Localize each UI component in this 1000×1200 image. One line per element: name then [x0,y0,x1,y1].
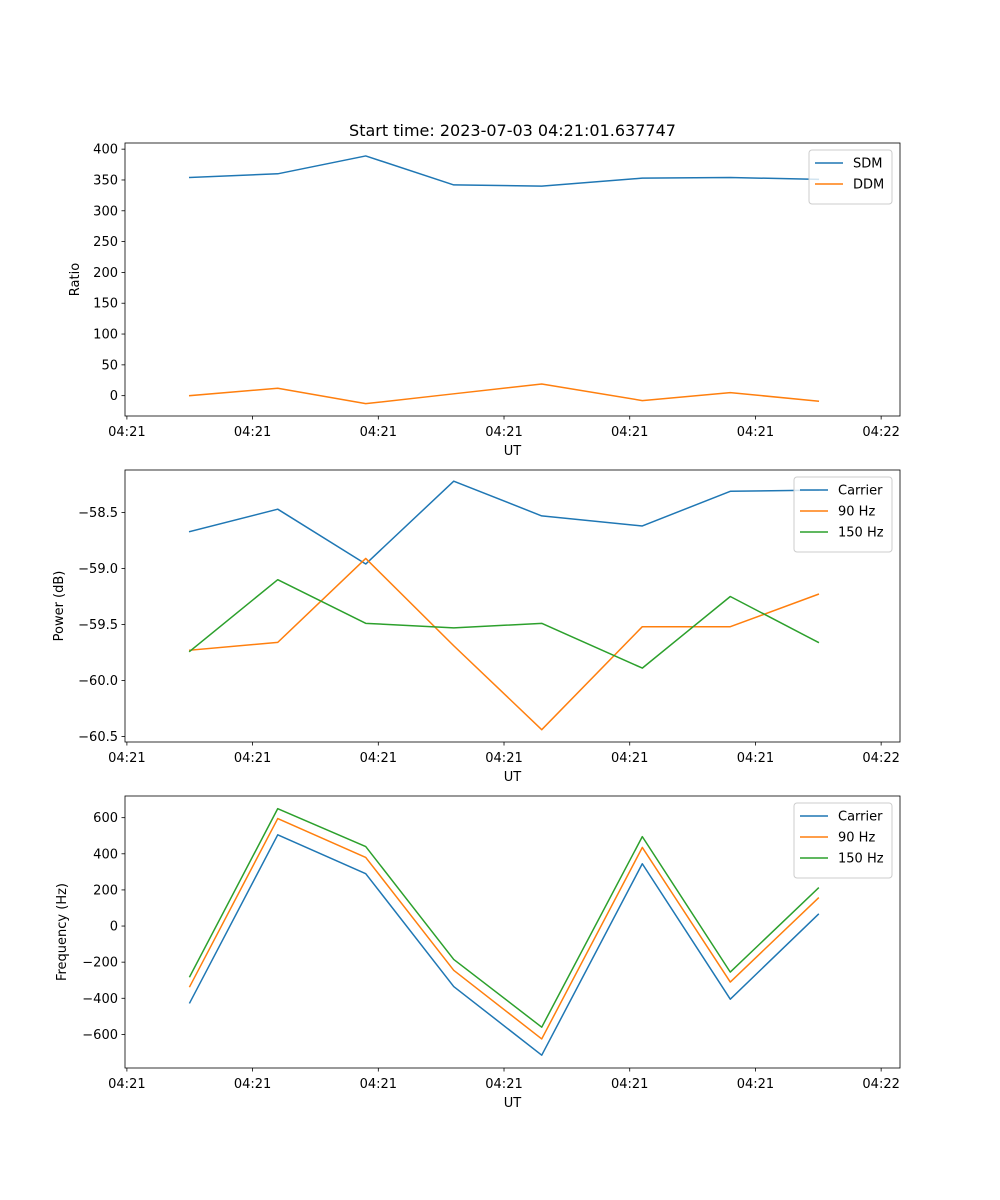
y-tick-label: 350 [93,173,118,188]
series-line-90-hz [188,817,820,1040]
legend-label: 90 Hz [838,831,875,846]
y-tick-label: −59.5 [78,618,118,633]
y-tick-label: −58.5 [78,506,118,521]
subplot-2: −60.5 −60.0 −59.5 −59.0 −58.5 04:21 04:21 04:21… [52,469,901,785]
y-tick-label: −400 [82,992,118,1007]
x-tick-label: 04:21 [737,751,774,766]
y-tick-label: 400 [93,847,118,862]
series-line-carrier [188,834,820,1056]
x-axis-label: UT [504,444,522,459]
series-line-sdm [188,155,820,187]
y-axis-label: Frequency (Hz) [55,883,70,981]
x-tick-label: 04:21 [485,425,522,440]
x-tick-label: 04:22 [862,1077,899,1092]
x-tick-label: 04:21 [108,425,145,440]
legend: SDM DDM [808,149,893,205]
figure-title: Start time: 2023-07-03 04:21:01.637747 [349,121,676,140]
legend-label: Carrier [838,484,883,499]
y-axis-label: Ratio [68,263,83,296]
axes-frame [124,795,901,1069]
x-axis-label: UT [504,1096,522,1111]
series-line-150-hz [188,578,820,669]
legend-label: 150 Hz [838,526,884,541]
y-tick-label: 0 [110,389,118,404]
y-tick-label: 300 [93,204,118,219]
x-tick-label: 04:21 [360,425,397,440]
legend-label: DDM [853,178,884,193]
x-tick-label: 04:21 [234,751,271,766]
x-tick-label: 04:21 [611,1077,648,1092]
series-line-ddm [188,383,820,405]
x-tick-label: 04:21 [234,1077,271,1092]
legend-label: 150 Hz [838,852,884,867]
y-tick-label: −200 [82,956,118,971]
y-tick-label: −60.5 [78,730,118,745]
x-tick-label: 04:21 [737,1077,774,1092]
x-tick-label: 04:21 [611,425,648,440]
y-tick-label: 200 [93,266,118,281]
y-tick-label: 250 [93,235,118,250]
x-tick-label: 04:21 [108,1077,145,1092]
axes-frame [124,469,901,743]
legend-label: 90 Hz [838,505,875,520]
x-tick-label: 04:22 [862,425,899,440]
x-axis-label: UT [504,770,522,785]
x-tick-label: 04:21 [737,425,774,440]
plot-area [125,143,900,416]
x-tick-label: 04:22 [862,751,899,766]
y-tick-label: −600 [82,1028,118,1043]
x-tick-label: 04:21 [108,751,145,766]
legend: Carrier 90 Hz 150 Hz [793,802,893,879]
y-tick-label: 200 [93,883,118,898]
series-line-carrier [188,480,820,565]
legend-label: Carrier [838,810,883,825]
y-tick-label: 400 [93,143,118,158]
y-axis-label: Power (dB) [52,571,67,642]
axes-frame [124,142,901,417]
x-tick-label: 04:21 [234,425,271,440]
subplot-3: −600 −400 −200 0 200 400 600 04:21 04:21 04:21 04:… [55,795,901,1111]
legend-box [793,476,893,553]
x-tick-label: 04:21 [360,751,397,766]
y-tick-label: −59.0 [78,562,118,577]
y-tick-label: 600 [93,811,118,826]
legend-label: SDM [853,157,882,172]
x-tick-label: 04:21 [611,751,648,766]
legend-box [793,802,893,879]
y-tick-label: 0 [110,920,118,935]
y-tick-label: −60.0 [78,674,118,689]
series-line-90-hz [188,557,820,731]
x-tick-label: 04:21 [485,751,522,766]
legend: Carrier 90 Hz 150 Hz [793,476,893,553]
subplots: 0 50 100 150 200 250 300 350 400 04:21 04:21 04:21 0… [52,142,901,1111]
x-tick-label: 04:21 [360,1077,397,1092]
series-line-150-hz [188,807,820,1028]
y-tick-label: 50 [101,358,118,373]
y-tick-label: 150 [93,297,118,312]
y-tick-label: 100 [93,328,118,343]
subplot-1: 0 50 100 150 200 250 300 350 400 04:21 04:21 04:21 0… [68,142,901,459]
plot-area [125,796,900,1068]
x-tick-label: 04:21 [485,1077,522,1092]
